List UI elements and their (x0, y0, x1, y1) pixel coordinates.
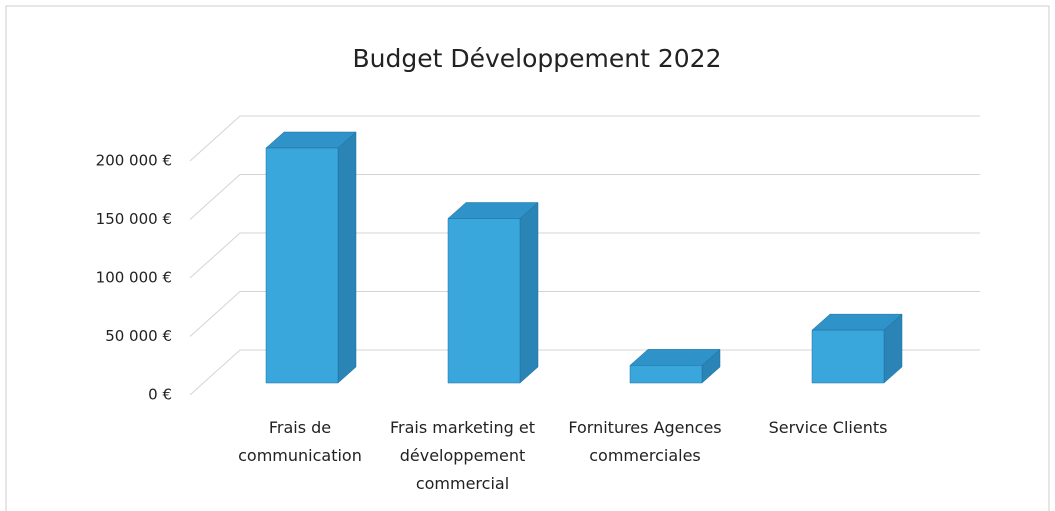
bar-front (447, 218, 521, 384)
bar (811, 313, 903, 384)
y-tick-label: 50 000 € (105, 327, 172, 345)
bar-front (629, 365, 703, 384)
bar (629, 348, 721, 384)
chart-frame (5, 5, 1050, 511)
bar-front (265, 147, 339, 384)
x-tick-label: Fornitures Agences commerciales (568, 418, 722, 465)
grid-line (189, 174, 980, 220)
x-tick-label: Frais marketing et développement commerc… (389, 418, 535, 493)
bar (447, 201, 539, 384)
grid-line (189, 115, 980, 162)
bar-side (337, 131, 357, 384)
x-tick-label: Frais de communication (238, 418, 362, 465)
y-tick-label: 200 000 € (96, 152, 172, 170)
y-tick-label: 100 000 € (96, 269, 172, 287)
bar-front (811, 329, 885, 384)
y-tick-label: 150 000 € (96, 210, 172, 228)
grid-line (189, 349, 980, 396)
x-tick-label: Service Clients (768, 418, 888, 437)
bar (265, 131, 357, 384)
bar-side (519, 201, 539, 384)
chart-title: Budget Développement 2022 (353, 44, 722, 73)
grid-line (189, 291, 980, 337)
y-tick-label: 0 € (148, 386, 172, 404)
grid-line (189, 232, 980, 279)
